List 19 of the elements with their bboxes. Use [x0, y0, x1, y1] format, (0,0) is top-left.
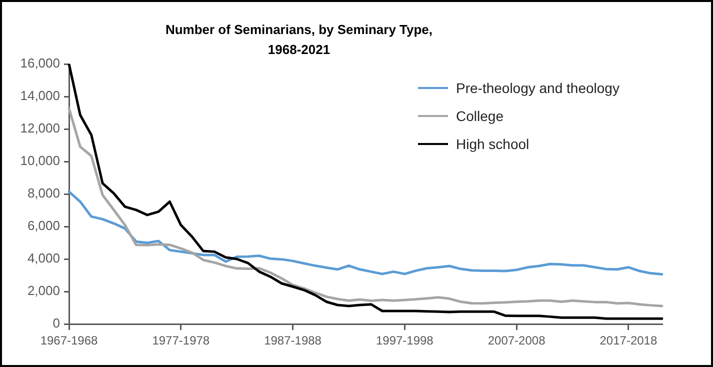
legend-label: College — [456, 108, 504, 124]
x-tick-label: 1967-1968 — [40, 334, 98, 348]
chart-title: Number of Seminarians, by Seminary Type, 1968-2021 — [164, 21, 434, 59]
y-tick-label: 12,000 — [20, 120, 60, 136]
x-tick-label: 1997-1998 — [376, 334, 434, 348]
y-tick-label: 6,000 — [27, 218, 60, 234]
y-tick-label: 8,000 — [27, 186, 60, 201]
x-tick-label: 2007-2008 — [488, 334, 546, 348]
legend-label: High school — [456, 136, 530, 152]
x-tick-label: 1987-1988 — [264, 334, 322, 348]
y-tick-label: 0 — [52, 316, 60, 331]
y-tick-label: 16,000 — [20, 56, 60, 71]
x-tick-label: 1977-1978 — [152, 334, 210, 348]
y-tick-label: 2,000 — [27, 283, 60, 298]
x-tick-label: 2017-2018 — [600, 334, 658, 348]
y-tick-label: 14,000 — [20, 88, 60, 104]
legend-label: Pre-theology and theology — [456, 80, 620, 96]
y-tick-label: 4,000 — [27, 250, 60, 266]
y-tick-label: 10,000 — [20, 153, 60, 168]
